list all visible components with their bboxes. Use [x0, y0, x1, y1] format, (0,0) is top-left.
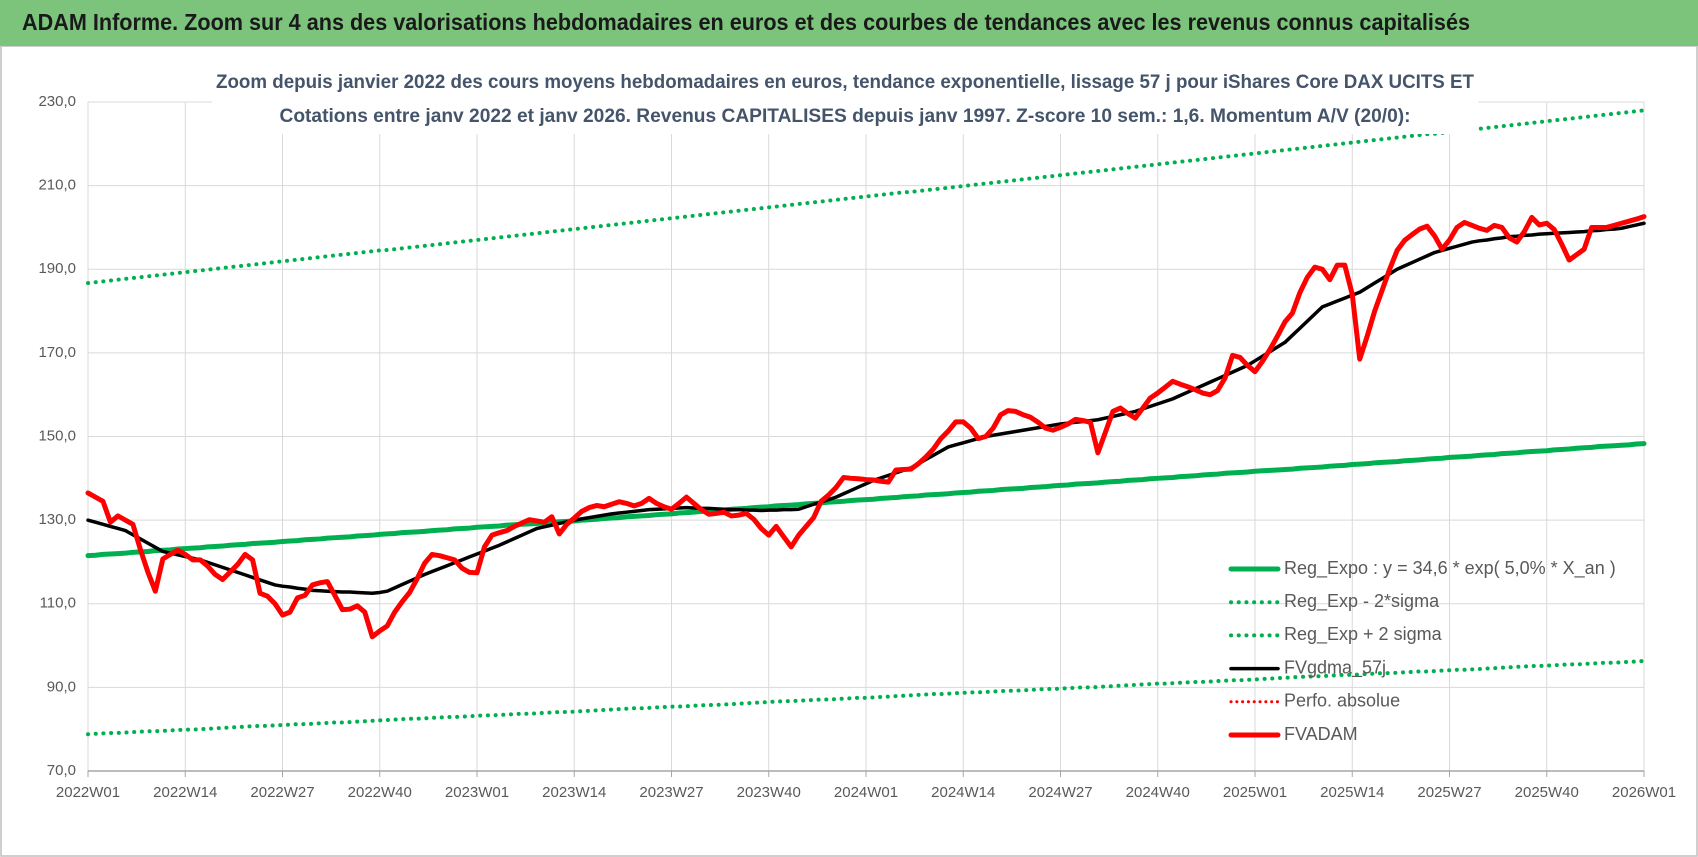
page-title: ADAM Informe. Zoom sur 4 ans des valoris… — [22, 9, 1470, 35]
x-tick-label: 2022W40 — [348, 784, 412, 801]
x-tick-label: 2023W40 — [737, 784, 801, 801]
y-tick-label: 210,0 — [38, 177, 76, 194]
x-tick-label: 2022W14 — [153, 784, 217, 801]
x-tick-label: 2025W40 — [1515, 784, 1579, 801]
x-tick-label: 2023W27 — [639, 784, 703, 801]
x-tick-label: 2026W01 — [1612, 784, 1676, 801]
x-tick-label: 2025W14 — [1320, 784, 1384, 801]
subtitle-box — [212, 62, 1478, 134]
x-tick-label: 2024W40 — [1126, 784, 1190, 801]
x-tick-label: 2023W14 — [542, 784, 606, 801]
legend-label: Reg_Exp + 2 sigma — [1284, 624, 1443, 645]
series-line — [86, 108, 1646, 286]
x-tick-label: 2024W01 — [834, 784, 898, 801]
x-tick-label: 2025W01 — [1223, 784, 1287, 801]
x-tick-label: 2022W27 — [250, 784, 314, 801]
y-tick-label: 130,0 — [38, 511, 76, 528]
y-tick-label: 110,0 — [40, 595, 76, 612]
subtitle: Cotations entre janv 2022 et janv 2026. … — [280, 106, 1411, 127]
y-tick-label: 170,0 — [38, 344, 76, 361]
x-tick-label: 2024W27 — [1028, 784, 1092, 801]
legend-label: FVADAM — [1284, 724, 1358, 744]
legend-label: Perfo. absolue — [1284, 691, 1400, 711]
y-tick-label: 70,0 — [47, 762, 76, 779]
title-bar — [0, 0, 1698, 46]
x-tick-label: 2024W14 — [931, 784, 995, 801]
subtitle: Zoom depuis janvier 2022 des cours moyen… — [216, 72, 1474, 93]
x-tick-label: 2023W01 — [445, 784, 509, 801]
plot-lines — [85, 108, 1647, 737]
legend-label: Reg_Expo : y = 34,6 * exp( 5,0% * X_an ) — [1284, 558, 1616, 579]
y-tick-label: 230,0 — [38, 93, 76, 110]
x-tick-label: 2022W01 — [56, 784, 120, 801]
y-tick-label: 150,0 — [38, 427, 76, 444]
legend: Reg_Expo : y = 34,6 * exp( 5,0% * X_an )… — [1228, 558, 1616, 744]
x-tick-label: 2025W27 — [1417, 784, 1481, 801]
series-line — [85, 214, 1647, 640]
series-line — [86, 659, 1646, 737]
y-tick-label: 190,0 — [38, 260, 76, 277]
legend-label: Reg_Exp - 2*sigma — [1284, 591, 1440, 612]
series-line — [85, 441, 1647, 559]
y-tick-label: 90,0 — [47, 678, 76, 695]
legend-label: FVgdma_57j — [1284, 657, 1386, 678]
